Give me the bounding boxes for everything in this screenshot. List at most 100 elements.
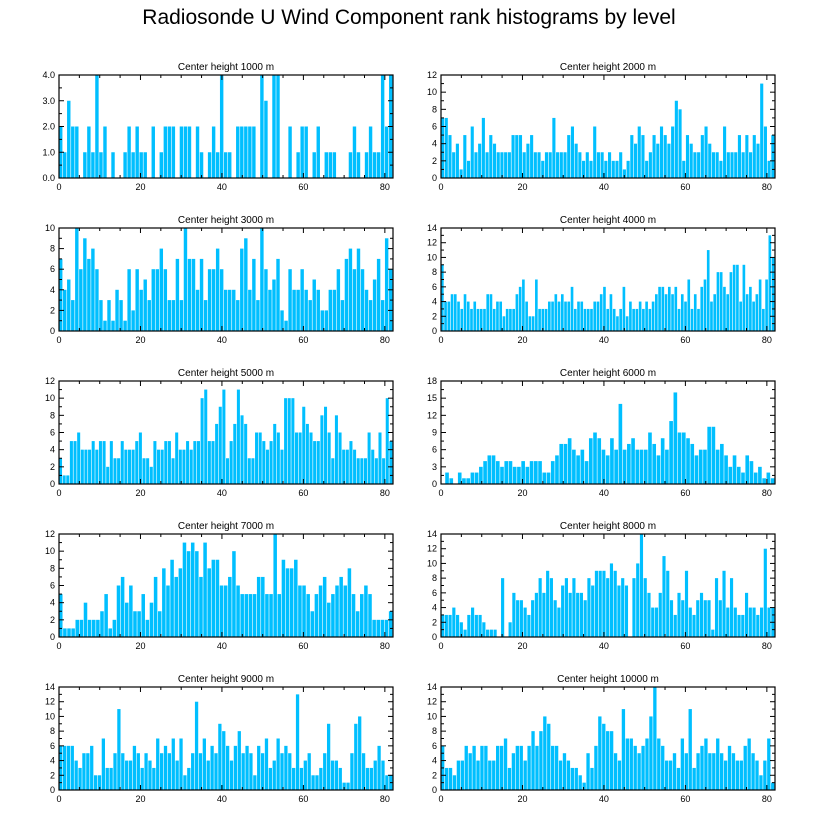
histogram-bar xyxy=(666,570,670,637)
histogram-bar xyxy=(74,760,78,790)
histogram-bar xyxy=(167,126,172,178)
x-tick-label: 80 xyxy=(380,794,390,804)
histogram-bar xyxy=(558,760,563,790)
histogram-bar xyxy=(127,269,131,331)
histogram-bar xyxy=(590,767,594,790)
histogram-bar xyxy=(603,286,606,331)
histogram-bar xyxy=(131,152,135,178)
y-tick-label: 4 xyxy=(50,445,55,455)
histogram-bar xyxy=(483,308,486,331)
histogram-bar xyxy=(257,745,261,790)
histogram-bar xyxy=(167,300,172,331)
histogram-bar xyxy=(470,126,474,178)
histogram-bar xyxy=(459,169,463,178)
histogram-bar xyxy=(449,478,454,484)
histogram-bar xyxy=(715,152,719,178)
x-tick-label: 80 xyxy=(380,182,390,192)
histogram-bar xyxy=(563,443,568,484)
x-tick-label: 20 xyxy=(517,641,527,651)
histogram-bar xyxy=(629,738,633,790)
histogram-bar xyxy=(190,542,195,637)
histogram-bar xyxy=(113,753,117,790)
histogram-bar xyxy=(622,449,627,484)
histogram-bar xyxy=(692,767,696,790)
x-tick-label: 40 xyxy=(599,641,609,651)
histogram-bar xyxy=(77,432,81,484)
histogram-bar xyxy=(236,300,240,331)
y-tick-label: 0 xyxy=(432,785,437,795)
histogram-bar xyxy=(729,578,734,637)
histogram-bar xyxy=(288,753,292,790)
histogram-bar xyxy=(703,449,707,484)
y-tick-label: 10 xyxy=(427,87,437,97)
histogram-bar xyxy=(576,592,580,637)
histogram-bar xyxy=(503,738,508,790)
histogram-bar xyxy=(564,301,567,331)
histogram-bar xyxy=(551,745,555,790)
y-tick-label: 8 xyxy=(50,726,55,736)
histogram-bar xyxy=(260,753,265,790)
histogram-bar xyxy=(639,534,644,637)
histogram-bar xyxy=(365,767,370,790)
histogram-bar xyxy=(617,585,621,637)
histogram-bar xyxy=(515,294,519,331)
histogram-bar xyxy=(554,294,558,331)
y-tick-label: 8 xyxy=(432,726,437,736)
histogram-bar xyxy=(723,286,726,331)
histogram-bar xyxy=(515,135,519,178)
histogram-bar xyxy=(549,578,553,637)
histogram-bar xyxy=(639,449,644,484)
y-tick-label: 0 xyxy=(432,479,437,489)
histogram-bar xyxy=(594,745,598,790)
histogram-bar xyxy=(753,472,758,484)
y-tick-label: 12 xyxy=(45,376,55,386)
histogram-bar xyxy=(748,607,752,637)
histogram-bar xyxy=(664,294,668,331)
histogram-bar xyxy=(228,576,232,637)
histogram-bar xyxy=(763,548,767,637)
y-tick-label: 2 xyxy=(432,770,437,780)
y-tick-label: 6 xyxy=(50,264,55,274)
histogram-bar xyxy=(548,152,552,178)
histogram-bar xyxy=(285,568,290,637)
histogram-bar xyxy=(298,432,302,484)
histogram-bar xyxy=(745,455,750,484)
histogram-bar xyxy=(143,152,147,178)
histogram-bar xyxy=(171,458,175,484)
histogram-bar xyxy=(236,585,240,637)
histogram-bar xyxy=(752,135,756,178)
histogram-bar xyxy=(199,152,204,178)
x-tick-label: 20 xyxy=(135,335,145,345)
histogram-bar xyxy=(474,472,479,484)
histogram-bar xyxy=(496,745,500,790)
histogram-bar xyxy=(615,160,619,178)
histogram-bar xyxy=(452,152,456,178)
x-tick-label: 60 xyxy=(298,488,308,498)
histogram-bar xyxy=(460,308,464,331)
histogram-bar xyxy=(555,455,559,484)
histogram-bar xyxy=(124,602,129,637)
histogram-bar xyxy=(104,594,108,637)
histogram-bar xyxy=(542,472,547,484)
histogram-bar xyxy=(689,143,693,178)
histogram-bar xyxy=(681,600,685,637)
histogram-bar xyxy=(612,308,616,331)
histogram-bar xyxy=(694,455,699,484)
histogram-bar xyxy=(330,760,335,790)
histogram-bar xyxy=(191,753,195,790)
histogram-bar xyxy=(645,160,649,178)
histogram-bar xyxy=(73,441,77,484)
histogram-bar xyxy=(256,300,260,331)
histogram-bar xyxy=(444,614,448,637)
histogram-bar xyxy=(767,607,771,637)
histogram-bar xyxy=(601,449,606,484)
histogram-bar xyxy=(236,389,240,484)
y-tick-label: 4 xyxy=(50,285,55,295)
histogram-bar xyxy=(183,228,188,331)
histogram-bar xyxy=(159,152,164,178)
histogram-bar xyxy=(690,308,694,331)
histogram-bar xyxy=(187,767,191,790)
x-tick-label: 60 xyxy=(680,488,690,498)
x-tick-label: 80 xyxy=(762,641,772,651)
histogram-bar xyxy=(300,269,304,331)
